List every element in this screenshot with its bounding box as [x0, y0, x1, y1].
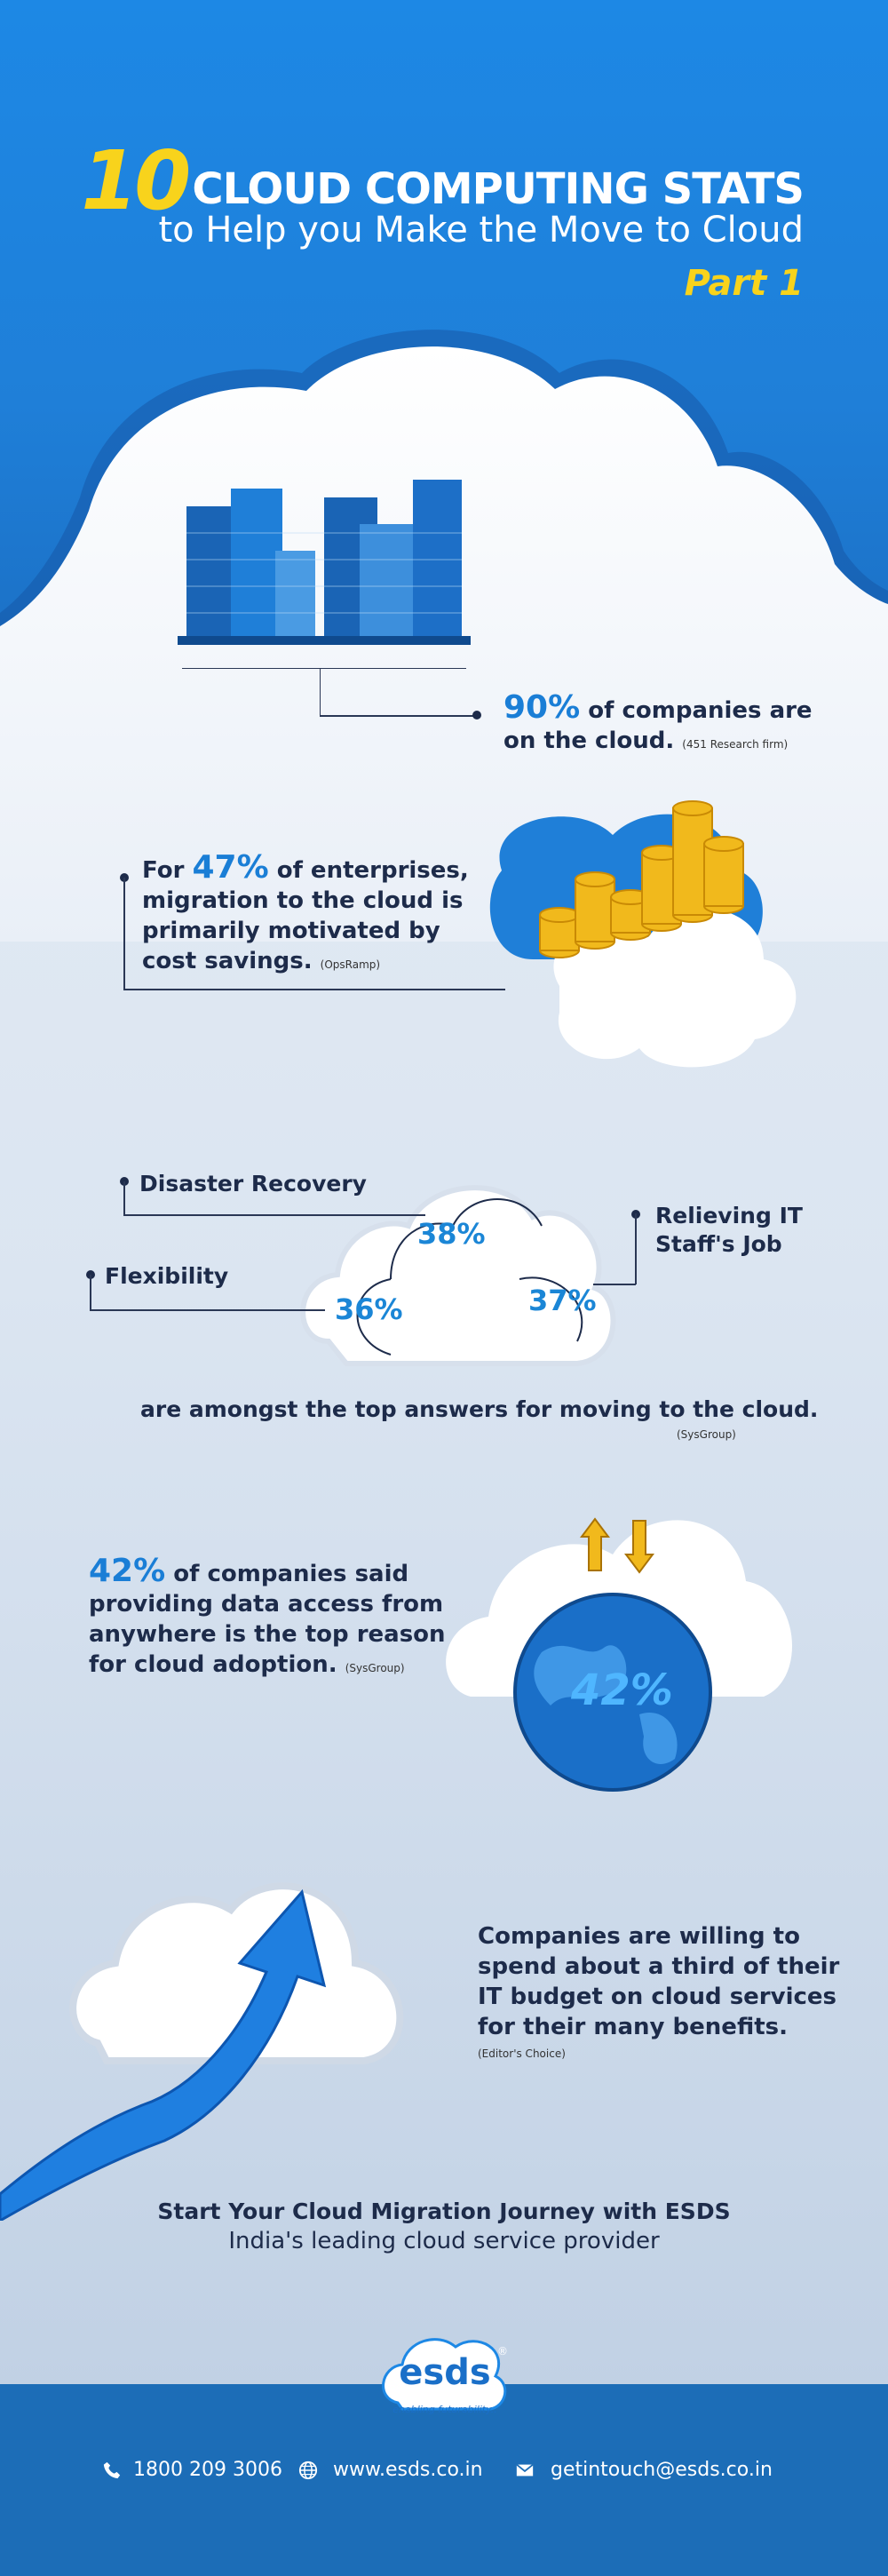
stat-budget-line1: Companies are willing to: [478, 1923, 800, 1950]
stat-47-line2: migration to the cloud is: [142, 887, 464, 914]
globe-icon: [298, 2461, 318, 2480]
stat-42-text: 42% of companies said providing data acc…: [89, 1553, 446, 1683]
footer-email[interactable]: getintouch@esds.co.in: [551, 2459, 773, 2481]
top-answers-caption: are amongst the top answers for moving t…: [140, 1396, 819, 1422]
disaster-recovery-percent: 38%: [417, 1217, 486, 1251]
cta-subline: India's leading cloud service provider: [228, 2228, 660, 2254]
page-title: 10 CLOUD COMPUTING STATS: [81, 133, 805, 228]
stat-47-number: 47%: [192, 849, 269, 886]
stat-47-connector-vertical: [123, 878, 125, 990]
growth-arrow-cloud-illustration: [0, 1882, 404, 2221]
relieving-staff-percent: 37%: [528, 1284, 597, 1317]
stat-42-number: 42%: [89, 1553, 166, 1589]
top-answers-source: (SysGroup): [677, 1428, 736, 1441]
stat-90-line2: on the cloud.: [503, 727, 675, 754]
stat-90-text: 90% of companies are on the cloud. (451 …: [503, 692, 813, 759]
stat-budget-text: Companies are willing to spend about a t…: [478, 1921, 839, 2042]
footer-phone[interactable]: 1800 209 3006: [133, 2459, 282, 2481]
stat-47-source: (OpsRamp): [320, 958, 381, 971]
stat-90-source: (451 Research firm): [682, 738, 789, 751]
relieving-connector-vertical: [635, 1213, 637, 1284]
relieving-connector-horizontal: [593, 1284, 636, 1285]
title-number: 10: [81, 133, 191, 228]
esds-logo[interactable]: [380, 2327, 510, 2425]
connector-horizontal: [320, 715, 475, 717]
connector-dot: [472, 711, 481, 720]
stat-47-line4: cost savings.: [142, 948, 313, 974]
stat-47-text: For 47% of enterprises, migration to the…: [142, 852, 469, 980]
stat-90-line1: of companies are: [588, 697, 813, 724]
footer-website[interactable]: www.esds.co.in: [333, 2459, 483, 2481]
registered-mark: ®: [497, 2345, 508, 2357]
stat-budget-line4: for their many benefits.: [478, 2014, 788, 2040]
buildings-base-line: [182, 668, 466, 669]
stat-budget-source: (Editor's Choice): [478, 2047, 566, 2060]
stat-47-prefix: For: [142, 857, 185, 884]
relieving-label-line2: Staff's Job: [655, 1231, 782, 1257]
disaster-recovery-label: Disaster Recovery: [139, 1171, 367, 1197]
data-access-cloud-illustration: [446, 1517, 793, 1792]
motivation-cloud-illustration: [300, 1185, 616, 1366]
stat-42-line1: of companies said: [173, 1561, 409, 1587]
part-label: Part 1: [684, 263, 804, 304]
stat-42-line3: anywhere is the top reason: [89, 1621, 446, 1648]
page-subtitle: to Help you Make the Move to Cloud: [158, 210, 804, 250]
globe-percent: 42%: [571, 1666, 673, 1715]
stat-47-line3: primarily motivated by: [142, 918, 440, 944]
disaster-connector-vertical: [123, 1181, 125, 1215]
connector-vertical: [320, 668, 321, 716]
footer-bar: [0, 2384, 888, 2576]
stat-47-connector-horizontal: [123, 989, 505, 990]
stat-budget-line2: spend about a third of their: [478, 1953, 840, 1980]
esds-logo-tagline: enabling futurability..: [392, 2404, 497, 2415]
disaster-connector-horizontal: [123, 1214, 425, 1216]
mail-icon: [516, 2463, 534, 2477]
cta-headline: Start Your Cloud Migration Journey with …: [157, 2198, 731, 2224]
flexibility-connector-vertical: [90, 1275, 91, 1310]
relieving-staff-label: Relieving IT Staff's Job: [655, 1202, 803, 1259]
stat-42-line2: providing data access from: [89, 1591, 444, 1618]
stat-47-line1: of enterprises,: [276, 857, 469, 884]
flexibility-label: Flexibility: [105, 1263, 229, 1289]
coins-cloud-illustration: [489, 800, 797, 1068]
buildings-illustration: [178, 480, 471, 645]
esds-logo-text: esds: [399, 2352, 491, 2393]
stat-budget-line3: IT budget on cloud services: [478, 1984, 837, 2010]
flexibility-connector-horizontal: [90, 1309, 325, 1311]
flexibility-percent: 36%: [335, 1292, 403, 1326]
stat-42-line4: for cloud adoption.: [89, 1651, 337, 1678]
title-text: CLOUD COMPUTING STATS: [192, 164, 805, 214]
phone-icon: [103, 2461, 121, 2479]
stat-90-number: 90%: [503, 689, 581, 726]
stat-42-source: (SysGroup): [345, 1662, 405, 1674]
relieving-label-line1: Relieving IT: [655, 1203, 803, 1228]
